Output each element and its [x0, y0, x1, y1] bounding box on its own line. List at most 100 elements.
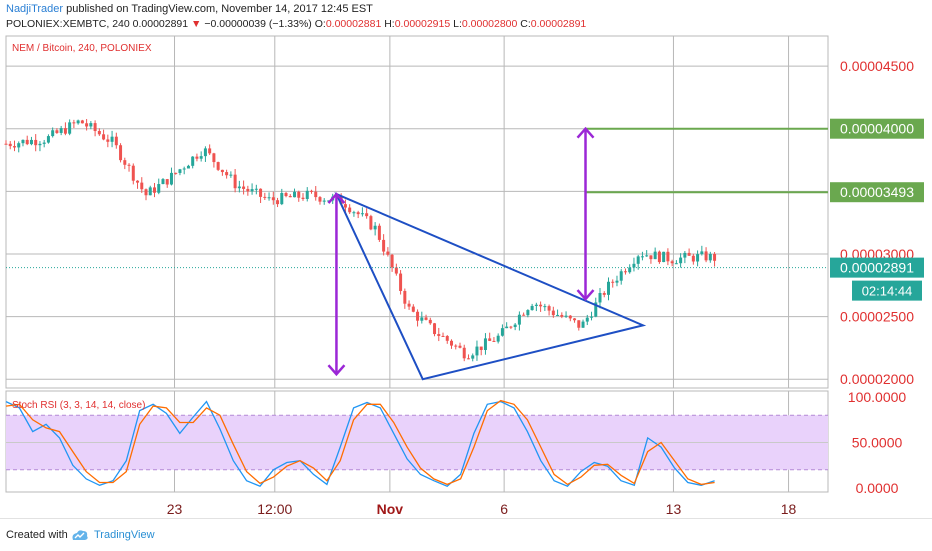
target-price-label-bg: [830, 182, 924, 203]
candle-body: [416, 311, 420, 321]
candle-body: [479, 346, 483, 350]
candle-body: [450, 340, 454, 346]
candle-body: [12, 146, 16, 148]
tradingview-brand-link[interactable]: TradingView: [94, 529, 155, 541]
candle-body: [288, 196, 292, 198]
target-price-label-bg: [830, 118, 924, 139]
candle-body: [577, 320, 581, 328]
candle-body: [225, 172, 229, 176]
candle-body: [649, 255, 653, 260]
candle-body: [356, 212, 360, 215]
author-link[interactable]: NadjiTrader: [6, 3, 64, 15]
candle-body: [119, 145, 123, 161]
candle-body: [191, 156, 195, 166]
candle-body: [560, 314, 564, 317]
candle-body: [505, 326, 509, 329]
candle-body: [713, 253, 717, 261]
x-axis-label: 12:00: [257, 501, 292, 517]
main-pane-frame: [5, 35, 829, 389]
candle-body: [619, 271, 623, 281]
candle-body: [148, 187, 152, 196]
candle-body: [543, 306, 547, 308]
candle-body: [267, 197, 271, 199]
candle-body: [403, 290, 407, 304]
published-text: published on TradingView.com, November 1…: [66, 3, 373, 15]
candle-body: [696, 254, 700, 262]
candle-body: [165, 179, 169, 185]
open-label: O:: [314, 18, 326, 30]
candle-body: [590, 316, 594, 318]
candle-body: [203, 148, 207, 157]
candle-body: [475, 346, 479, 356]
candle-body: [72, 122, 76, 124]
candle-body: [242, 186, 246, 189]
publish-header: NadjiTrader published on TradingView.com…: [6, 3, 373, 15]
candle-body: [573, 318, 577, 321]
candle-body: [360, 213, 364, 215]
candle-body: [63, 128, 67, 134]
candle-body: [51, 130, 55, 137]
candle-body: [526, 310, 530, 316]
candle-body: [284, 193, 288, 197]
candle-body: [640, 256, 644, 258]
candle-body: [522, 314, 526, 316]
candle-body: [46, 136, 50, 143]
main-chart-title: NEM / Bitcoin, 240, POLONIEX: [12, 43, 152, 54]
candle-body: [568, 315, 572, 319]
candle-body: [407, 303, 411, 307]
candle-body: [500, 328, 504, 336]
price-axis-label: 0.00002500: [840, 309, 914, 325]
candle-body: [509, 326, 513, 328]
tradingview-logo-icon[interactable]: [70, 528, 90, 542]
drawings-group: [6, 126, 828, 381]
candle-body: [628, 267, 632, 273]
x-axis-label: 6: [500, 501, 508, 517]
stoch-rsi-panel: Stoch RSI (3, 3, 14, 14, close): [5, 399, 828, 487]
candle-body: [136, 180, 140, 183]
candle-body: [301, 197, 305, 199]
candle-body: [556, 314, 560, 316]
candle-body: [377, 225, 381, 240]
candle-body: [683, 252, 687, 258]
candle-body: [309, 190, 313, 192]
candle-body: [93, 123, 97, 132]
candle-body: [492, 340, 496, 342]
candle-body: [280, 193, 284, 205]
candle-body: [318, 197, 322, 202]
stoch-axis-label: 0.0000: [856, 480, 899, 496]
candle-body: [174, 172, 178, 174]
candle-body: [394, 267, 398, 274]
close-label: C:: [520, 18, 531, 30]
candle-body: [42, 142, 46, 144]
candle-body: [38, 143, 42, 146]
measure-arrow-up-tail: [576, 289, 595, 301]
candle-body: [433, 323, 437, 335]
candle-body: [157, 184, 161, 193]
x-axis-label: 18: [781, 501, 797, 517]
candle-body: [114, 136, 118, 146]
candle-body: [17, 143, 21, 148]
candle-body: [496, 335, 500, 342]
change-text: −0.00000039 (−1.33%): [204, 18, 312, 30]
candle-body: [8, 143, 12, 147]
candle-body: [547, 306, 551, 311]
candle-body: [233, 174, 237, 189]
measure-arrow-down-head: [327, 364, 346, 377]
stoch-axis-label: 50.0000: [852, 435, 903, 451]
candle-body: [293, 191, 297, 198]
candle-body: [169, 172, 173, 185]
candle-body: [140, 182, 144, 190]
price-axis-label: 0.00004000: [840, 121, 914, 137]
candle-body: [534, 304, 538, 306]
candle-body: [513, 324, 517, 328]
candle-body: [594, 302, 598, 317]
candle-body: [424, 317, 428, 320]
candle-body: [34, 139, 38, 146]
last-price-label-bg: [830, 257, 924, 278]
candle-body: [276, 200, 280, 205]
candle-body: [195, 156, 199, 159]
candle-body: [254, 188, 258, 190]
candle-body: [352, 212, 356, 214]
axes-group: NEM / Bitcoin, 240, POLONIEX 0.00004500 0.…: [12, 43, 924, 517]
candle-body: [390, 254, 394, 268]
